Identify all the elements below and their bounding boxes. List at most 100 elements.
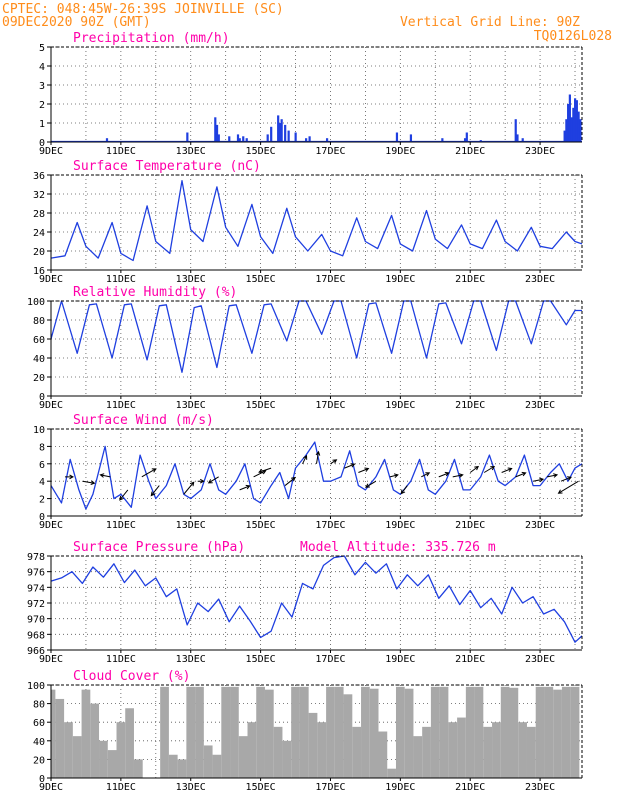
precip-bar bbox=[186, 132, 189, 142]
wind-arrow bbox=[546, 473, 559, 478]
y-tick-label: 20 bbox=[33, 755, 45, 766]
x-tick-label: 13DEC bbox=[176, 520, 206, 531]
x-tick-label: 9DEC bbox=[39, 274, 63, 285]
cloud-bar bbox=[195, 686, 204, 778]
cloud-bar bbox=[439, 686, 449, 778]
wind-arrow bbox=[141, 468, 157, 478]
x-tick-label: 19DEC bbox=[385, 400, 415, 411]
x-tick-label: 23DEC bbox=[525, 146, 555, 157]
x-tick-label: 9DEC bbox=[39, 654, 63, 665]
cloud-bar bbox=[203, 745, 213, 778]
cloud-bar bbox=[518, 722, 527, 778]
cloud-bar bbox=[535, 686, 545, 778]
wind-arrow bbox=[197, 478, 205, 484]
cloud-bar bbox=[317, 722, 327, 778]
x-tick-label: 15DEC bbox=[246, 274, 276, 285]
x-tick-label: 23DEC bbox=[525, 782, 555, 793]
cloud-bar bbox=[186, 686, 196, 778]
x-tick-label: 19DEC bbox=[385, 146, 415, 157]
cloud-bar bbox=[430, 686, 440, 778]
x-tick-label: 9DEC bbox=[39, 146, 63, 157]
cloud-bar bbox=[99, 740, 108, 778]
wind-arrow bbox=[150, 485, 160, 497]
header-station: CPTEC: 048:45W-26:39S JOINVILLE (SC) bbox=[2, 2, 284, 17]
x-tick-label: 11DEC bbox=[106, 782, 136, 793]
y-tick-label: 80 bbox=[33, 700, 45, 711]
precip-bar bbox=[305, 138, 308, 142]
x-tick-label: 11DEC bbox=[106, 400, 136, 411]
y-tick-label: 6 bbox=[39, 460, 45, 471]
x-tick-label: 19DEC bbox=[385, 520, 415, 531]
cloud-bar bbox=[81, 689, 91, 778]
y-tick-label: 4 bbox=[39, 62, 45, 73]
wind-arrow bbox=[501, 467, 513, 473]
panels: 0 1 2 3 4 5 9DEC 11DEC 13DEC 15DEC 17DEC 19DEC 21DEC… bbox=[27, 31, 583, 793]
header-model-code: TQ0126L028 bbox=[534, 29, 612, 44]
x-tick-label: 17DEC bbox=[315, 274, 345, 285]
precip-bar bbox=[215, 124, 219, 142]
cloud-bar bbox=[247, 722, 257, 778]
wind-arrow bbox=[344, 463, 356, 469]
cloud-bar bbox=[168, 754, 178, 778]
cloud-bar bbox=[160, 686, 169, 778]
cloud-bar bbox=[133, 759, 143, 778]
y-tick-label: 970 bbox=[27, 615, 45, 626]
precip-bar bbox=[278, 123, 282, 142]
y-tick-label: 0 bbox=[39, 774, 45, 785]
x-tick-label: 17DEC bbox=[315, 146, 345, 157]
panel-3: 0 20 40 60 80 100 9DEC 11DEC 13DEC 15DEC 17DEC 19DE… bbox=[27, 285, 583, 411]
wind-arrow bbox=[119, 489, 129, 501]
cloud-bar bbox=[422, 726, 431, 778]
cloud-bar bbox=[343, 694, 353, 778]
x-tick-label: 21DEC bbox=[455, 274, 485, 285]
x-tick-label: 23DEC bbox=[525, 400, 555, 411]
cloud-bar bbox=[395, 686, 405, 778]
y-tick-label: 0 bbox=[39, 138, 45, 149]
precip-bar bbox=[574, 98, 577, 142]
y-tick-label: 978 bbox=[27, 552, 45, 563]
y-tick-label: 966 bbox=[27, 646, 45, 657]
cloud-bar bbox=[282, 740, 292, 778]
wind-arrow bbox=[183, 481, 195, 495]
cloud-bar bbox=[483, 726, 493, 778]
panel-title: Cloud Cover (%) bbox=[73, 669, 190, 684]
wind-arrow bbox=[400, 485, 408, 495]
precip-bar bbox=[514, 119, 517, 142]
x-tick-label: 21DEC bbox=[455, 146, 485, 157]
x-tick-label: 13DEC bbox=[176, 782, 206, 793]
y-tick-label: 2 bbox=[39, 100, 45, 111]
x-tick-label: 9DEC bbox=[39, 400, 63, 411]
wind-arrow bbox=[302, 454, 308, 465]
x-tick-label: 13DEC bbox=[176, 274, 206, 285]
cloud-bar bbox=[378, 731, 388, 778]
wind-arrow bbox=[330, 459, 338, 465]
cloud-bar bbox=[90, 703, 100, 778]
cloud-bar bbox=[291, 686, 300, 778]
cloud-bar bbox=[570, 686, 580, 778]
x-tick-label: 21DEC bbox=[455, 782, 485, 793]
cloud-bar bbox=[457, 717, 466, 778]
precip-bar bbox=[228, 136, 231, 142]
x-tick-label: 11DEC bbox=[106, 274, 136, 285]
precip-bar bbox=[567, 104, 570, 142]
wind-arrow bbox=[560, 476, 572, 482]
wind-arrow bbox=[239, 484, 251, 491]
cloud-bar bbox=[299, 686, 309, 778]
precip-bar bbox=[565, 119, 568, 142]
x-tick-label: 21DEC bbox=[455, 520, 485, 531]
x-tick-label: 15DEC bbox=[246, 654, 276, 665]
cloud-bar bbox=[387, 768, 396, 778]
wind-arrow bbox=[469, 465, 480, 473]
panel-title: Precipitation (mm/h) bbox=[73, 31, 230, 46]
cloud-bar bbox=[404, 688, 414, 778]
y-tick-label: 4 bbox=[39, 477, 45, 488]
precip-bar bbox=[238, 138, 241, 142]
y-tick-label: 10 bbox=[33, 425, 45, 436]
x-tick-label: 15DEC bbox=[246, 782, 276, 793]
precip-bar bbox=[575, 100, 578, 142]
precip-bar bbox=[245, 138, 248, 142]
x-tick-label: 13DEC bbox=[176, 400, 206, 411]
precip-bar bbox=[270, 126, 273, 142]
x-tick-label: 11DEC bbox=[106, 146, 136, 157]
precip-bar bbox=[570, 117, 573, 142]
